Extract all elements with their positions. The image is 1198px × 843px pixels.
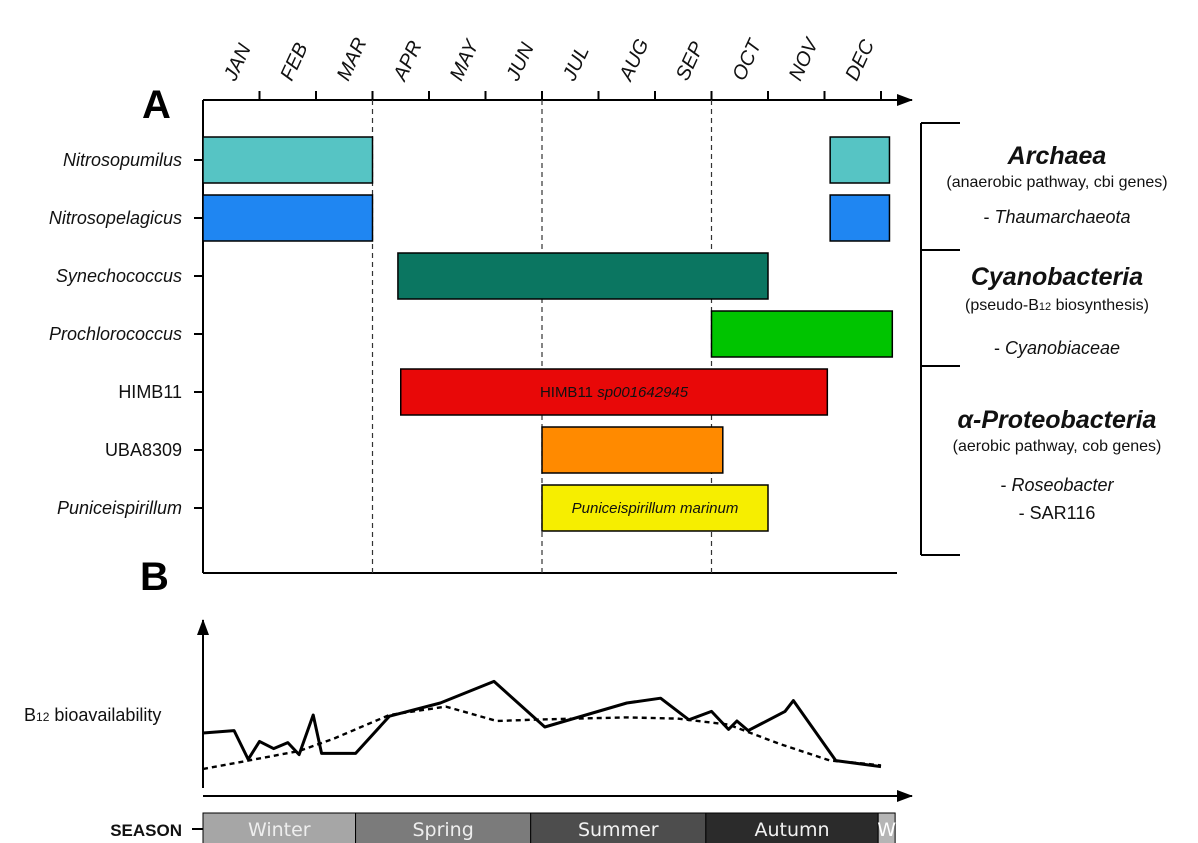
solid-series-line <box>202 679 882 769</box>
y-axis-label: B12 bioavailability <box>24 705 161 725</box>
bar-label-italic: sp001642945 <box>597 384 689 401</box>
group-title: Archaea <box>1007 142 1107 170</box>
season-segment-label: W <box>877 819 896 841</box>
bar-label: HIMB11 sp001642945 <box>540 384 689 401</box>
group-subtitle-subscript: 12 <box>1039 301 1051 313</box>
group-member: - Cyanobiaceae <box>994 338 1120 358</box>
season-segment <box>530 812 707 843</box>
group-title: α-Proteobacteria <box>958 406 1157 434</box>
group-member-dash: - <box>983 207 994 227</box>
dashed-series-line <box>202 705 882 771</box>
month-label: JUN <box>502 39 539 85</box>
panel-b-label: B <box>140 555 169 599</box>
month-label: JUL <box>558 43 593 85</box>
month-label: JAN <box>219 40 256 85</box>
taxon-label: Puniceispirillum <box>57 498 182 518</box>
season-segment <box>877 812 896 843</box>
month-label: APR <box>389 38 427 85</box>
taxon-label: Nitrosopelagicus <box>49 208 182 228</box>
group-member-dash: - <box>994 338 1005 358</box>
taxon-bar <box>541 484 769 532</box>
taxon-label: UBA8309 <box>105 440 182 460</box>
month-label: FEB <box>276 40 312 85</box>
y-label-subscript: 12 <box>36 710 50 724</box>
bar-label-text: HIMB11 <box>540 384 593 401</box>
season-label: SEASON <box>110 821 182 840</box>
group-member-name: Roseobacter <box>1011 475 1114 495</box>
group-subtitle: (anaerobic pathway, cbi genes) <box>946 174 1167 191</box>
panel-a-label: A <box>142 83 171 127</box>
month-label: AUG <box>615 36 654 85</box>
group-subtitle-text: biosynthesis) <box>1051 297 1149 314</box>
month-label: DEC <box>841 36 879 84</box>
season-segment-label: Winter <box>248 819 311 841</box>
y-label-text: bioavailability <box>49 705 161 725</box>
y-label-text: B <box>24 705 36 725</box>
group-member-dash: - <box>1000 475 1011 495</box>
taxon-label: HIMB11 <box>118 382 182 402</box>
group-member-name: Thaumarchaeota <box>994 207 1130 227</box>
group-subtitle-text: (pseudo-B <box>965 297 1039 314</box>
group-title: Cyanobacteria <box>971 263 1143 291</box>
taxon-bar <box>202 194 374 242</box>
taxon-bar <box>710 310 894 358</box>
group-member: - Roseobacter <box>1000 475 1114 495</box>
taxon-bar <box>829 136 891 184</box>
bar-label: Puniceispirillum marinum <box>572 500 739 517</box>
taxon-bar <box>541 426 724 474</box>
group-member: - Thaumarchaeota <box>983 207 1130 227</box>
month-label: MAY <box>446 35 484 84</box>
group-member: - SAR116 <box>1019 503 1096 523</box>
season-segment-label: Summer <box>578 819 659 841</box>
taxon-bar <box>829 194 891 242</box>
taxon-bar <box>397 252 769 300</box>
season-segment <box>202 812 357 843</box>
bar-label-text: Puniceispirillum marinum <box>572 500 739 517</box>
group-subtitle: (pseudo-B12 biosynthesis) <box>965 297 1149 314</box>
panel-a: A JAN FEB MAR APR MAY JUN JUL AUG SEP OCT NOV DEC Nit… <box>49 34 913 574</box>
taxon-label: Nitrosopumilus <box>63 150 182 170</box>
month-label: MAR <box>333 35 372 85</box>
taxon-bar <box>202 136 374 184</box>
group-member-name: SAR116 <box>1030 503 1096 523</box>
month-label: OCT <box>728 35 767 84</box>
group-member-name: Cyanobiaceae <box>1005 338 1120 358</box>
taxon-bar <box>400 368 829 416</box>
season-segment <box>705 812 879 843</box>
taxon-label: Prochlorococcus <box>49 324 182 344</box>
group-subtitle: (aerobic pathway, cob genes) <box>953 438 1162 455</box>
season-bar: SEASON Winter Spring Summer Autumn W <box>110 812 896 843</box>
group-member-dash: - <box>1019 503 1030 523</box>
season-segment-label: Spring <box>412 819 473 841</box>
month-label: SEP <box>672 38 709 84</box>
taxon-label: Synechococcus <box>56 266 182 286</box>
season-segment-label: Autumn <box>754 819 829 841</box>
taxonomic-groups: Archaea (anaerobic pathway, cbi genes) - T… <box>920 122 1168 556</box>
month-label: NOV <box>785 34 824 84</box>
